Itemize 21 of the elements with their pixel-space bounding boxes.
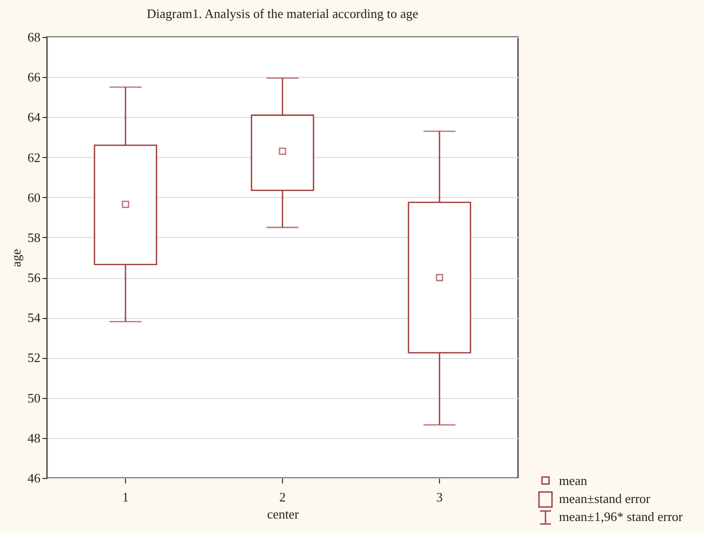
y-tick-label: 50	[28, 390, 40, 406]
text: mean±1,96* stand error	[559, 509, 683, 525]
y-tick-label: 48	[28, 430, 40, 446]
y-axis-title: age	[8, 248, 24, 268]
y-tick-label: 60	[28, 190, 40, 205]
y-tick-label: 62	[28, 150, 40, 165]
x-axis-title: center	[267, 506, 300, 522]
x-tick-label: 3	[436, 490, 443, 504]
text: mean±stand error	[559, 491, 650, 507]
x-tick-label: 2	[279, 490, 286, 504]
y-tick-label: 66	[28, 70, 41, 85]
x-tick-label: 1	[122, 490, 129, 504]
y-tick-label: 64	[28, 110, 41, 125]
y-tick-label: 46	[28, 470, 41, 486]
y-tick-label: 58	[28, 230, 40, 245]
y-tick-label: 56	[28, 270, 41, 286]
y-tick-label: 52	[28, 350, 40, 366]
text: mean	[559, 473, 588, 489]
chart-title: Diagram1. Analysis of the material according to age	[146, 6, 418, 21]
y-tick-label: 68	[28, 30, 40, 44]
y-tick-label: 54	[28, 310, 41, 326]
